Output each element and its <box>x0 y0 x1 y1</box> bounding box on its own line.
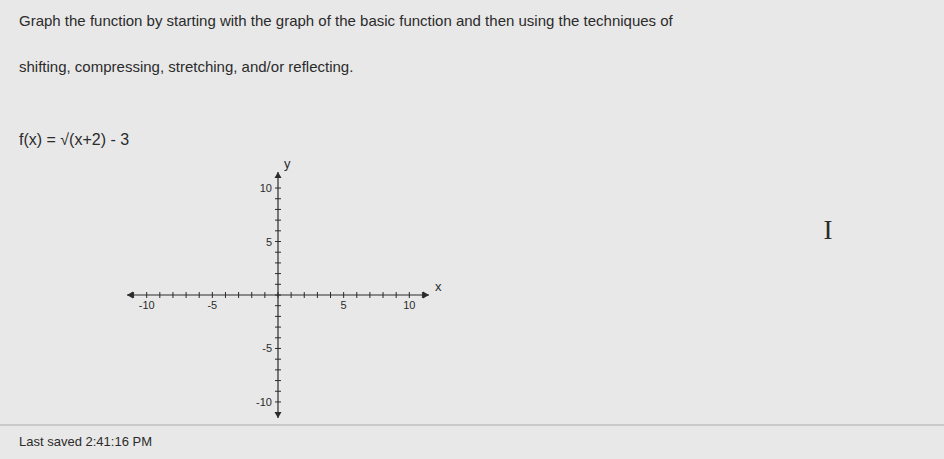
x-tick <box>422 292 423 298</box>
y-tick-label: -5 <box>262 342 272 354</box>
y-tick <box>275 188 281 189</box>
y-arrow-up <box>275 172 282 178</box>
y-tick-label: -10 <box>256 396 272 408</box>
y-arrow-down <box>275 412 282 418</box>
y-tick <box>275 220 281 221</box>
x-axis-label: x <box>435 279 442 294</box>
y-tick-label: 5 <box>266 236 272 248</box>
background <box>0 0 944 459</box>
x-tick <box>383 292 384 298</box>
x-arrow-right <box>423 292 429 299</box>
x-tick-label: 5 <box>341 299 347 311</box>
x-tick <box>212 292 213 298</box>
y-tick <box>275 198 281 199</box>
x-tick <box>159 292 160 298</box>
y-axis-label: y <box>284 156 291 171</box>
x-tick-label: -5 <box>207 299 217 311</box>
x-tick <box>146 292 147 298</box>
y-tick <box>275 305 281 306</box>
x-axis <box>127 294 429 295</box>
y-tick <box>275 241 281 242</box>
x-tick <box>199 292 200 298</box>
y-tick <box>275 369 281 370</box>
x-tick-label: 10 <box>403 299 415 311</box>
y-tick <box>275 230 281 231</box>
x-tick <box>369 292 370 298</box>
y-tick <box>275 337 281 338</box>
title: Graph the function by starting with the … <box>19 12 674 29</box>
y-tick <box>275 295 281 296</box>
x-tick <box>291 292 292 298</box>
x-tick-label: -10 <box>139 299 155 311</box>
x-tick <box>251 292 252 298</box>
y-tick <box>275 327 281 328</box>
x-tick <box>133 292 134 298</box>
formula: f(x) = √(x+2) - 3 <box>19 131 129 148</box>
y-tick-label: 10 <box>260 182 272 194</box>
footer-line <box>0 425 944 426</box>
x-tick <box>409 292 410 298</box>
x-tick <box>356 292 357 298</box>
y-tick <box>275 412 281 413</box>
plot <box>127 172 429 418</box>
y-tick <box>275 401 281 402</box>
y-tick <box>275 284 281 285</box>
y-tick <box>275 209 281 210</box>
x-tick <box>343 292 344 298</box>
y-tick <box>275 273 281 274</box>
x-tick <box>186 292 187 298</box>
x-tick <box>172 292 173 298</box>
y-tick <box>275 316 281 317</box>
x-arrow-left <box>127 292 133 299</box>
y-tick <box>275 252 281 253</box>
y-tick <box>275 348 281 349</box>
x-tick <box>225 292 226 298</box>
y-tick <box>275 391 281 392</box>
subtitle: shifting, compressing, stretching, and/o… <box>19 58 353 75</box>
y-tick <box>275 177 281 178</box>
x-tick <box>330 292 331 298</box>
y-tick <box>275 380 281 381</box>
cursor-symbol: I <box>824 215 833 245</box>
x-tick <box>238 292 239 298</box>
y-tick <box>275 262 281 263</box>
page: Graph the function by starting with the … <box>0 0 944 459</box>
y-tick <box>275 359 281 360</box>
x-tick <box>317 292 318 298</box>
x-tick <box>396 292 397 298</box>
x-tick <box>304 292 305 298</box>
x-tick <box>264 292 265 298</box>
footer: Last saved 2:41:16 PM <box>19 434 152 449</box>
